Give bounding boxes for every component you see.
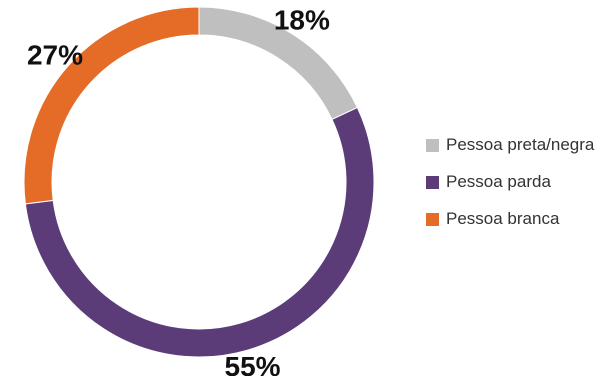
legend-swatch-pessoa-branca xyxy=(426,212,439,226)
value-label-pessoa-preta-negra: 18% xyxy=(274,4,330,35)
legend-swatch-pessoa-parda xyxy=(426,175,439,189)
legend-label-pessoa-branca: Pessoa branca xyxy=(446,209,560,228)
legend-label-pessoa-parda: Pessoa parda xyxy=(446,172,551,191)
legend-label-pessoa-preta-negra: Pessoa preta/negra xyxy=(446,135,595,154)
legend-item-pessoa-preta-negra: Pessoa preta/negra xyxy=(426,135,594,155)
value-label-pessoa-branca: 27% xyxy=(27,40,83,71)
donut-slices xyxy=(23,6,375,358)
legend-item-pessoa-parda: Pessoa parda xyxy=(426,172,594,192)
legend-swatch-pessoa-preta-negra xyxy=(426,138,439,152)
legend-item-pessoa-branca: Pessoa branca xyxy=(426,209,594,229)
legend: Pessoa preta/negra Pessoa parda Pessoa b… xyxy=(426,135,594,246)
donut-slice-pessoa-branca xyxy=(23,6,200,205)
value-label-pessoa-parda: 55% xyxy=(225,351,281,376)
donut-slice-pessoa-parda xyxy=(24,106,375,358)
